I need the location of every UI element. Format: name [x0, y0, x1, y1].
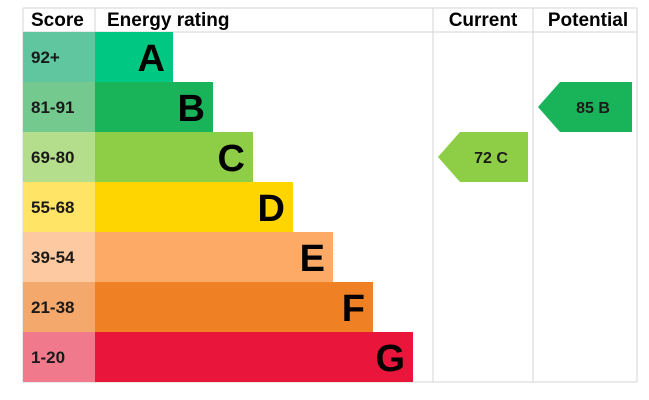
band-a-bar [95, 32, 173, 82]
band-b-letter: B [178, 88, 205, 130]
band-g-score-label: 1-20 [31, 348, 65, 367]
band-a-score-cell [23, 32, 95, 82]
band-f-score-label: 21-38 [31, 298, 74, 317]
band-c-score-label: 69-80 [31, 148, 74, 167]
band-c: 69-80 C [23, 132, 253, 182]
rating-arrows: 72 C 85 B [438, 82, 632, 182]
band-d-letter: D [258, 188, 285, 230]
band-g: 1-20 G [23, 332, 413, 382]
band-b-bar [95, 82, 213, 132]
energy-rating-header: Energy rating [107, 10, 229, 31]
band-f-letter: F [342, 288, 365, 330]
band-a-letter: A [138, 38, 165, 80]
band-d-score-label: 55-68 [31, 198, 74, 217]
band-b-score-cell [23, 82, 95, 132]
band-b: 81-91 B [23, 82, 213, 132]
potential-rating-arrow: 85 B [538, 82, 632, 132]
band-d: 55-68 D [23, 182, 293, 232]
band-e: 39-54 E [23, 232, 333, 282]
band-c-letter: C [218, 138, 245, 180]
band-a: 92+ A [23, 32, 173, 82]
rating-bands: 92+ A 81-91 B 69-80 C 55-68 D 39-54 E 21-38 F 1-20 G [23, 32, 413, 382]
band-f-score-cell [23, 282, 95, 332]
potential-rating-arrow-label: 85 B [576, 100, 610, 117]
band-g-letter: G [375, 338, 405, 380]
band-e-score-label: 39-54 [31, 248, 75, 267]
band-c-bar [95, 132, 253, 182]
current-rating-arrow-label: 72 C [474, 150, 508, 167]
potential-rating-arrow-shape [538, 82, 632, 132]
band-a-score-label: 92+ [31, 48, 60, 67]
chart-header: Score Energy rating Current Potential [31, 10, 628, 31]
band-g-bar [95, 332, 413, 382]
band-d-bar [95, 182, 293, 232]
potential-header: Potential [548, 10, 628, 31]
current-rating-arrow-shape [438, 132, 528, 182]
current-rating-arrow: 72 C [438, 132, 528, 182]
band-e-letter: E [300, 238, 325, 280]
score-header: Score [31, 10, 84, 31]
band-e-score-cell [23, 232, 95, 282]
band-c-score-cell [23, 132, 95, 182]
band-f-bar [95, 282, 373, 332]
band-d-score-cell [23, 182, 95, 232]
band-e-bar [95, 232, 333, 282]
current-header: Current [449, 10, 518, 31]
band-b-score-label: 81-91 [31, 98, 74, 117]
band-f: 21-38 F [23, 282, 373, 332]
band-g-score-cell [23, 332, 95, 382]
